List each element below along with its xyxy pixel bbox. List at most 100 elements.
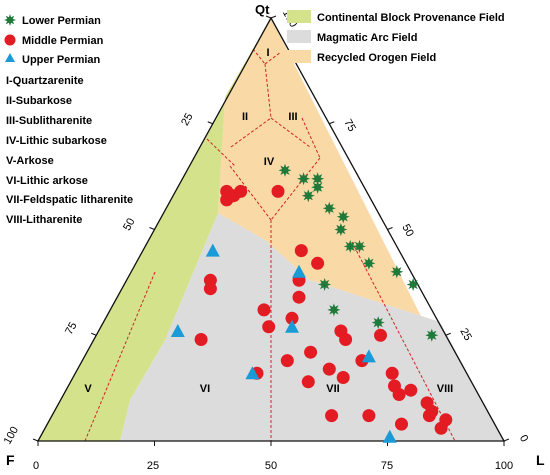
tick-left-50: 50: [121, 216, 137, 233]
tick-right-50: 50: [399, 222, 415, 239]
upper-permian-point: [382, 429, 397, 443]
tick-mark: [91, 332, 97, 336]
region-label-i: I: [266, 47, 269, 59]
classification-key-item: II-Subarkose: [6, 95, 72, 107]
lower-permian-point: [322, 201, 336, 215]
lower-permian-point: [327, 303, 341, 317]
middle-permian-point: [280, 354, 294, 368]
legend-label-upper-permian: Upper Permian: [22, 54, 101, 66]
tick-bottom-75: 75: [381, 460, 393, 472]
boundary-upper-left: [252, 48, 266, 65]
tick-mark: [207, 121, 213, 125]
tick-mark: [329, 121, 335, 125]
boundary-v-vi: [84, 271, 156, 442]
middle-permian-point: [392, 388, 406, 401]
green-star-icon: [4, 14, 16, 26]
middle-permian-point: [262, 320, 276, 334]
lower-permian-point: [371, 316, 385, 330]
data-points: [170, 163, 453, 443]
field-legend-recycled: Recycled Orogen Field: [317, 52, 436, 64]
tick-right-25: 25: [457, 326, 473, 343]
tick-bottom-50: 50: [265, 460, 277, 472]
legend-label-lower-permian: Lower Permian: [22, 15, 101, 27]
tick-mark: [149, 227, 155, 230]
middle-permian-point: [325, 409, 339, 423]
upper-permian-point: [285, 319, 299, 333]
tick-mark: [265, 15, 272, 19]
lower-permian-point: [362, 256, 376, 270]
blue-triangle-icon: [5, 53, 15, 62]
lower-permian-point: [311, 180, 325, 194]
classification-key: I-Quartzarenite II-Subarkose III-Sublith…: [6, 75, 133, 226]
region-label-viii: VIII: [437, 383, 454, 395]
magmatic-arc-field: [120, 213, 504, 441]
field-legend: Continental Block Provenance Field Magma…: [287, 10, 505, 64]
middle-permian-point: [404, 383, 418, 397]
middle-permian-point: [374, 328, 387, 342]
region-label-ii: II: [242, 111, 248, 123]
region-label-v: V: [84, 383, 92, 395]
middle-permian-point: [422, 409, 436, 423]
tick-right-0: 0: [517, 433, 530, 444]
region-label-vi: VI: [200, 383, 210, 395]
region-label-iv: IV: [264, 156, 275, 168]
middle-permian-point: [203, 282, 217, 296]
classification-key-item: VI-Lithic arkose: [6, 175, 88, 187]
upper-permian-point: [245, 366, 260, 380]
apex-l-label: L: [536, 452, 545, 468]
middle-permian-point: [322, 362, 336, 376]
lower-permian-point: [311, 172, 325, 186]
classification-key-item: IV-Lithic subarkose: [6, 135, 107, 147]
tick-mark: [503, 438, 510, 442]
lower-permian-point: [390, 265, 404, 279]
region-label-vii: VII: [326, 383, 339, 395]
boundary-iv-bottom-right: [270, 157, 321, 221]
tick-bottom-100: 100: [495, 460, 513, 472]
symbol-legend: Lower Permian Middle Permian Upper Permi…: [4, 14, 104, 66]
middle-permian-point: [292, 290, 306, 304]
middle-permian-point: [395, 417, 408, 431]
middle-permian-point: [434, 421, 448, 435]
middle-permian-point: [311, 256, 325, 270]
lower-permian-point: [353, 239, 366, 253]
tick-bottom-25: 25: [147, 460, 159, 472]
tick-bottom-0: 0: [33, 460, 39, 472]
middle-permian-point: [294, 244, 308, 258]
classification-key-item: I-Quartzarenite: [6, 75, 84, 87]
upper-permian-point: [361, 349, 376, 363]
classification-key-item: VII-Feldspatic litharenite: [6, 194, 133, 206]
middle-permian-point: [362, 409, 376, 423]
lower-permian-point: [343, 239, 357, 253]
classification-key-item: VIII-Litharenite: [6, 214, 82, 226]
middle-permian-point: [194, 333, 208, 346]
boundary-iv-left: [206, 138, 236, 167]
middle-permian-point: [234, 184, 248, 198]
lower-permian-point: [406, 278, 420, 291]
tick-left-100: 100: [2, 425, 21, 447]
lower-permian-point: [334, 223, 348, 236]
field-legend-magmatic: Magmatic Arc Field: [317, 32, 417, 44]
boundary-vii-viii: [351, 241, 456, 442]
middle-permian-point: [271, 184, 285, 198]
boundary-iv-top-right: [270, 117, 311, 148]
boundary-upper-right: [264, 51, 282, 65]
tick-right-75: 75: [341, 117, 357, 134]
tick-left-25: 25: [179, 111, 195, 128]
lower-permian-point: [336, 210, 350, 224]
boundary-iv-right: [301, 117, 321, 159]
recycled-orogen-field: [218, 18, 440, 340]
classification-key-item: III-Sublitharenite: [6, 115, 92, 127]
upper-permian-point: [170, 324, 185, 337]
red-circle-icon: [4, 34, 16, 46]
tick-mark: [270, 15, 277, 19]
recycled-swatch: [287, 50, 311, 63]
middle-permian-point: [285, 311, 299, 325]
upper-permian-point: [205, 243, 220, 257]
axis-ticks: [32, 15, 510, 446]
tick-mark: [32, 438, 39, 442]
tick-mark: [445, 332, 451, 336]
middle-permian-point: [339, 333, 353, 346]
upper-permian-point: [292, 264, 306, 278]
lower-permian-point: [425, 328, 439, 342]
